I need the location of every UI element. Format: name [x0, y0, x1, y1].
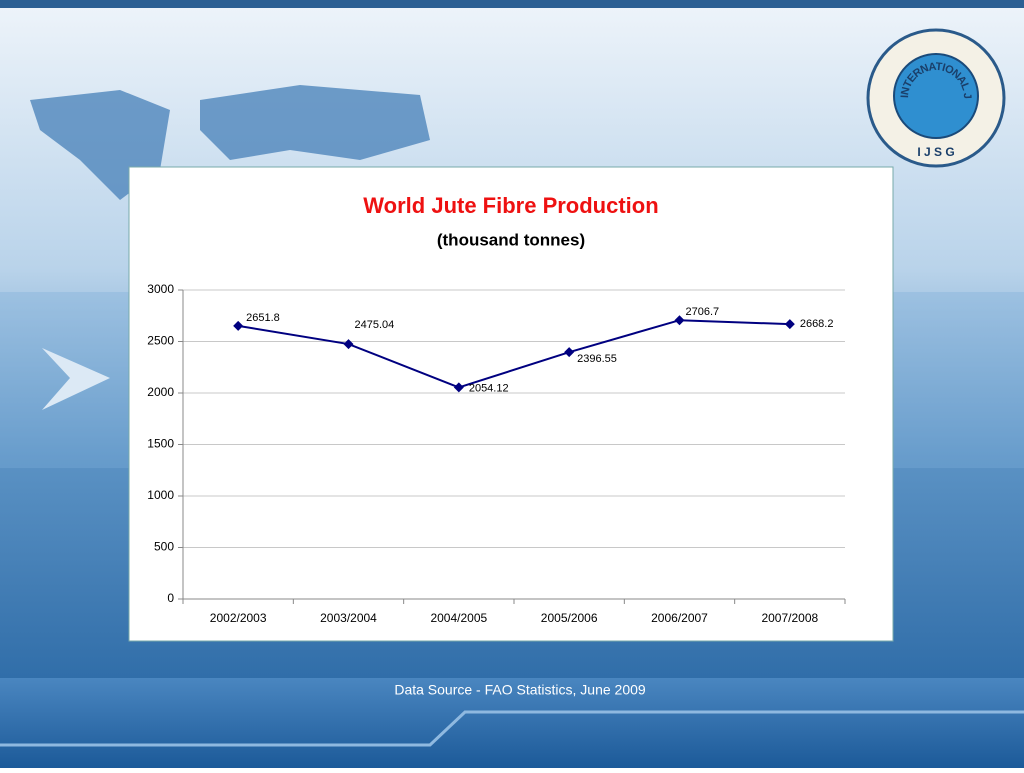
marker — [674, 315, 685, 326]
data-label: 2668.2 — [800, 318, 834, 330]
data-label: 2054.12 — [469, 382, 509, 394]
y-tick-label: 2000 — [147, 385, 174, 399]
y-tick-label: 1000 — [147, 488, 174, 502]
y-tick-label: 500 — [154, 540, 174, 554]
chart-panel — [128, 166, 894, 642]
line-series — [238, 319, 790, 389]
x-tick-label: 2005/2006 — [541, 611, 598, 625]
x-tick-label: 2003/2004 — [320, 611, 377, 625]
x-tick-label: 2004/2005 — [430, 611, 487, 625]
marker — [784, 319, 795, 330]
logo-abbr: I J S G — [917, 145, 954, 159]
y-tick-label: 3000 — [147, 282, 174, 296]
logo-inner — [893, 53, 979, 139]
data-label: 2706.7 — [686, 306, 720, 318]
arrow-icon — [42, 348, 110, 410]
plot: 0 500 1000 1500 2000 2500 3000 2002/2003 2003/20… — [147, 282, 846, 625]
marker — [343, 339, 354, 350]
y-tick-label: 0 — [167, 591, 174, 605]
x-tick-label: 2007/2008 — [761, 611, 818, 625]
x-tick-label: 2002/2003 — [210, 611, 267, 625]
marker — [564, 347, 575, 358]
data-label: 2651.8 — [246, 312, 280, 324]
marker — [233, 320, 244, 331]
footer-line — [0, 710, 1024, 747]
chart-subtitle: (thousand tonnes) — [437, 230, 585, 249]
footer-band — [0, 678, 1024, 768]
data-label: 2475.04 — [355, 319, 395, 331]
top-bar — [0, 0, 1024, 8]
y-tick-label: 2500 — [147, 334, 174, 348]
footer-text: Data Source - FAO Statistics, June 2009 — [394, 682, 646, 698]
data-label: 2396.55 — [577, 353, 617, 365]
y-tick-label: 1500 — [147, 437, 174, 451]
x-tick-label: 2006/2007 — [651, 611, 708, 625]
marker — [453, 382, 464, 393]
chart-title: World Jute Fibre Production — [363, 193, 658, 218]
